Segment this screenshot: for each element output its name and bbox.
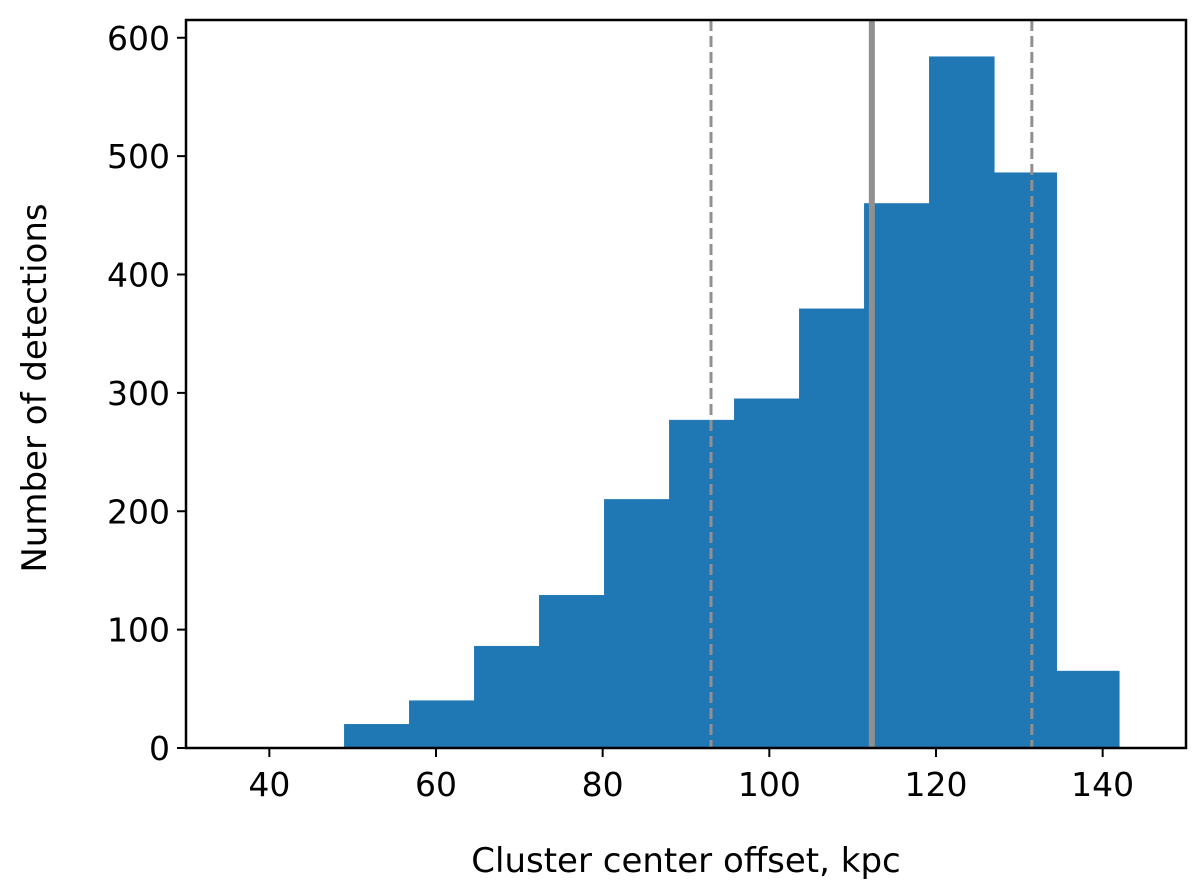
x-tick-label: 80 (582, 765, 624, 804)
histogram-bar (669, 419, 735, 749)
x-tick-label: 100 (738, 765, 801, 804)
histogram-bar (539, 595, 605, 749)
x-axis-ticks: 40 60 80 100 120 140 (248, 748, 1134, 804)
y-axis-ticks: 0 100 200 300 400 500 600 (107, 19, 186, 768)
x-tick-label: 140 (1071, 765, 1134, 804)
histogram-bar (474, 645, 540, 749)
histogram-bar (344, 724, 410, 749)
x-tick-label: 60 (415, 765, 457, 804)
reference-lines (709, 20, 1034, 748)
histogram-bar (1056, 670, 1120, 749)
histogram-bar (734, 398, 800, 749)
x-axis-label: Cluster center offset, kpc (471, 841, 900, 881)
histogram-bar (929, 56, 995, 749)
y-tick-label: 300 (107, 374, 170, 413)
histogram-bar (994, 172, 1058, 749)
y-tick-label: 400 (107, 256, 170, 295)
y-tick-label: 100 (107, 611, 170, 650)
y-tick-label: 600 (107, 19, 170, 58)
y-tick-label: 200 (107, 492, 170, 531)
y-tick-label: 0 (149, 729, 170, 768)
plot-frame (184, 18, 1188, 750)
x-tick-label: 120 (905, 765, 968, 804)
x-tick-label: 40 (248, 765, 290, 804)
histogram-bar (799, 308, 865, 749)
histogram-bars (344, 56, 1120, 749)
y-axis-label: Number of detections (15, 203, 55, 572)
y-tick-label: 500 (107, 137, 170, 176)
histogram-bar (604, 499, 670, 749)
histogram-bar (409, 700, 475, 749)
histogram-bar (864, 203, 930, 749)
